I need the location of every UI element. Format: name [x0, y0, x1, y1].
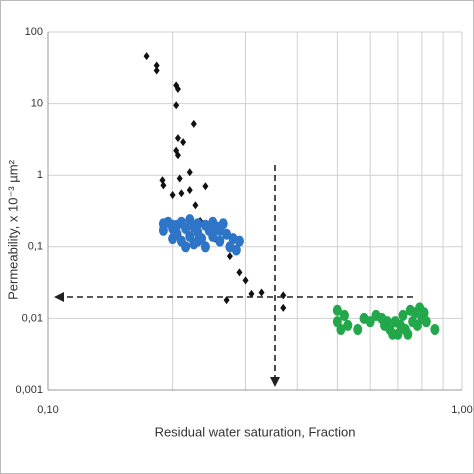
point — [226, 252, 233, 261]
x-axis-title: Residual water saturation, Fraction — [155, 424, 356, 439]
point — [231, 244, 241, 256]
point — [353, 323, 363, 335]
point — [419, 307, 429, 319]
x-tick-label: 1,00 — [451, 404, 472, 416]
point — [158, 224, 168, 236]
point — [180, 138, 187, 147]
point — [421, 316, 431, 328]
point — [176, 174, 183, 183]
point — [178, 189, 185, 198]
point — [200, 241, 210, 253]
point — [173, 101, 180, 110]
arrow-head — [54, 292, 64, 302]
point — [332, 304, 342, 316]
y-tick-label: 10 — [31, 98, 43, 110]
point — [208, 230, 218, 242]
point — [143, 52, 150, 61]
point — [280, 303, 287, 312]
x-tick-label: 0,10 — [37, 404, 58, 416]
point — [186, 168, 193, 177]
point — [192, 201, 199, 210]
arrow-head — [270, 377, 280, 387]
point — [153, 61, 160, 70]
y-tick-label: 1 — [37, 169, 43, 181]
point — [430, 323, 440, 335]
point — [218, 218, 228, 230]
point — [193, 218, 203, 230]
point — [234, 235, 244, 247]
point — [169, 190, 176, 199]
point — [174, 134, 181, 143]
point — [186, 186, 193, 195]
point — [339, 309, 349, 321]
point — [236, 268, 243, 277]
point — [222, 228, 232, 240]
point — [181, 241, 191, 253]
point — [403, 328, 413, 340]
point — [174, 151, 181, 160]
point — [215, 235, 225, 247]
point — [382, 316, 392, 328]
point — [343, 319, 353, 331]
point — [242, 276, 249, 285]
point — [202, 182, 209, 191]
point — [160, 181, 167, 190]
point — [258, 288, 265, 297]
point — [168, 219, 178, 231]
point — [153, 66, 160, 75]
y-tick-label: 100 — [25, 26, 43, 38]
point — [365, 316, 375, 328]
point — [181, 223, 191, 235]
point — [248, 289, 255, 298]
point — [336, 323, 346, 335]
point — [193, 235, 203, 247]
point — [398, 309, 408, 321]
y-tick-label: 0,1 — [28, 241, 43, 253]
point — [393, 328, 403, 340]
y-axis-title: Permeability, x 10⁻³ µm² — [5, 159, 20, 299]
point — [174, 84, 181, 93]
y-tick-label: 0,001 — [15, 384, 43, 396]
point — [190, 119, 197, 128]
point — [223, 296, 230, 305]
y-tick-label: 0,01 — [22, 312, 43, 324]
plot-area: 0,001 0,01 0,1 1 10 100 0,10 1,00 — [15, 26, 472, 416]
